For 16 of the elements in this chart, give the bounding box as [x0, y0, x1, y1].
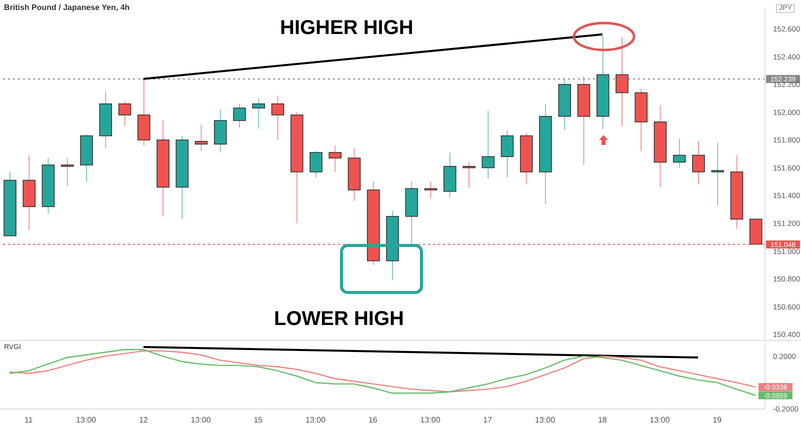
- x-tick-label: 15: [254, 416, 264, 424]
- x-tick-label: 13:00: [76, 416, 97, 424]
- x-tick-label: 13:00: [420, 416, 441, 424]
- x-tick-label: 12: [138, 416, 148, 424]
- annotation: LOWER HIGH: [274, 308, 404, 331]
- x-tick-label: 13:00: [306, 416, 326, 424]
- x-tick-label: 19: [712, 416, 722, 424]
- x-tick-label: 13:00: [535, 416, 556, 424]
- x-tick-label: 17: [483, 416, 493, 424]
- x-tick-label: 13:00: [650, 416, 670, 424]
- x-tick-label: 18: [598, 416, 608, 424]
- x-tick-label: 11: [24, 416, 34, 424]
- annotation: HIGHER HIGH: [280, 17, 414, 40]
- chart-title: British Pound / Japanese Yen, 4h: [4, 3, 130, 12]
- x-tick-label: 16: [368, 416, 378, 424]
- x-tick-label: 13:00: [190, 416, 212, 424]
